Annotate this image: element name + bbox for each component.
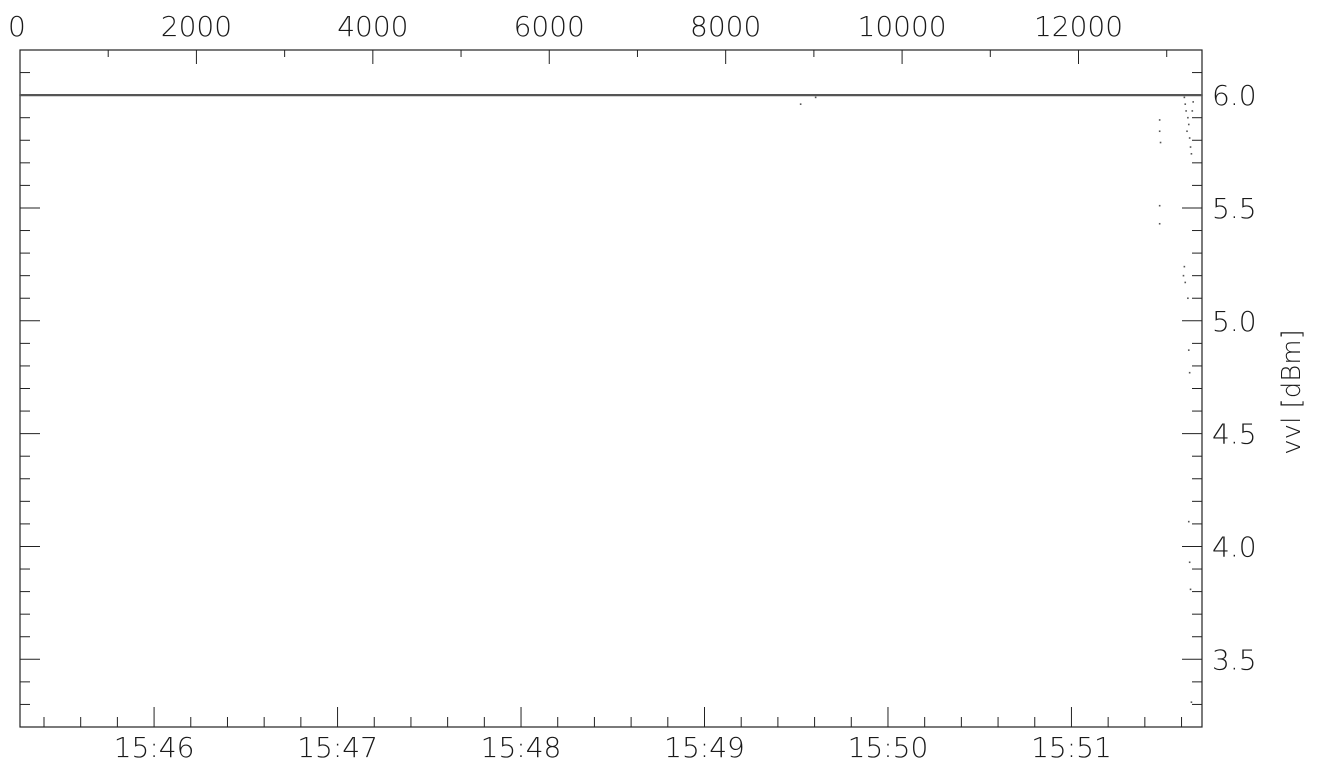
data-point bbox=[901, 94, 903, 96]
data-point bbox=[1185, 110, 1187, 112]
bottom-tick-label: 15:50 bbox=[848, 731, 929, 764]
top-tick-label: 4000 bbox=[337, 10, 408, 43]
data-point bbox=[548, 94, 551, 96]
data-point bbox=[799, 103, 802, 105]
data-point bbox=[1158, 119, 1161, 121]
bottom-tick-label: 15:47 bbox=[297, 731, 378, 764]
plot-area bbox=[19, 49, 1203, 728]
y-tick-label: 5.5 bbox=[1212, 192, 1257, 225]
top-tick-label: 0 bbox=[8, 10, 26, 43]
data-point bbox=[724, 94, 727, 96]
bottom-tick-label: 15:51 bbox=[1031, 731, 1112, 764]
top-tick-label: 12000 bbox=[1034, 10, 1123, 43]
top-tick-label: 2000 bbox=[161, 10, 232, 43]
data-point bbox=[1182, 274, 1185, 277]
data-point bbox=[107, 94, 110, 96]
bottom-tick-label: 15:48 bbox=[481, 731, 562, 764]
top-tick-label: 6000 bbox=[514, 10, 585, 43]
data-point bbox=[1190, 153, 1193, 155]
data-point bbox=[1184, 103, 1187, 105]
data-point bbox=[813, 94, 815, 96]
data-point bbox=[19, 94, 21, 96]
axis-ticks bbox=[19, 49, 1202, 728]
data-point bbox=[1188, 137, 1191, 139]
plot-frame bbox=[19, 49, 1203, 728]
data-point bbox=[372, 94, 374, 96]
y-axis-label: vvl [dBm] bbox=[1277, 329, 1307, 454]
y-tick-label: 6.0 bbox=[1212, 79, 1257, 112]
data-point bbox=[1158, 204, 1161, 207]
data-point bbox=[1183, 265, 1186, 268]
data-point bbox=[1186, 130, 1188, 133]
data-point bbox=[1158, 130, 1161, 133]
data-point bbox=[1158, 222, 1161, 225]
data-point bbox=[1187, 123, 1190, 126]
data-point bbox=[1183, 96, 1186, 99]
data-point bbox=[1187, 116, 1189, 119]
data-point bbox=[1184, 281, 1187, 284]
data-point bbox=[460, 94, 462, 96]
data-point bbox=[989, 94, 992, 96]
y-tick-label: 5.0 bbox=[1212, 305, 1257, 338]
y-tick-label: 4.5 bbox=[1212, 418, 1257, 451]
bottom-tick-label: 15:49 bbox=[664, 731, 745, 764]
data-point bbox=[1191, 110, 1194, 112]
data-point bbox=[1192, 101, 1194, 103]
data-points bbox=[19, 94, 1203, 703]
data-point bbox=[814, 96, 817, 99]
data-point bbox=[1187, 520, 1190, 523]
data-point bbox=[195, 94, 198, 96]
data-point bbox=[1187, 297, 1189, 300]
data-point bbox=[1187, 349, 1190, 351]
bottom-tick-label: 15:46 bbox=[114, 731, 195, 764]
data-point bbox=[1188, 561, 1191, 564]
data-point bbox=[1188, 371, 1191, 374]
top-tick-label: 8000 bbox=[690, 10, 761, 43]
y-tick-label: 4.0 bbox=[1212, 530, 1257, 563]
data-point bbox=[283, 94, 286, 96]
data-point bbox=[1190, 701, 1193, 703]
data-point bbox=[1159, 141, 1162, 144]
data-point bbox=[1201, 94, 1203, 96]
data-point bbox=[1189, 146, 1192, 148]
data-point bbox=[1189, 588, 1192, 591]
top-tick-label: 10000 bbox=[858, 10, 947, 43]
data-point bbox=[636, 94, 639, 96]
y-tick-label: 3.5 bbox=[1212, 643, 1257, 676]
data-point bbox=[1077, 94, 1080, 96]
axis-labels: 0 2000 4000 6000 8000 10000 12000 15:46 15:47 15:… bbox=[8, 10, 1257, 764]
